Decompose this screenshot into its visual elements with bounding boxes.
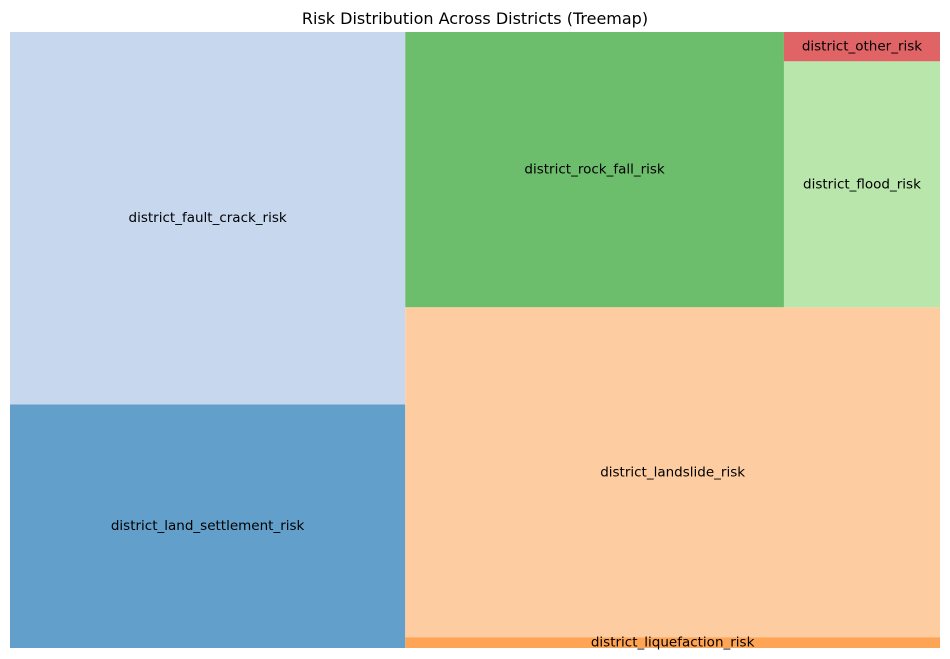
treemap-cells: district_fault_crack_risk district_land_s… — [10, 32, 940, 651]
treemap-label-district-fault-crack-risk: district_fault_crack_risk — [129, 210, 287, 226]
chart-title: Risk Distribution Across Districts (Tree… — [302, 9, 648, 28]
treemap-cell-district-other-risk — [783, 32, 940, 62]
treemap-label-district-land-settlement-risk: district_land_settlement_risk — [111, 518, 305, 534]
treemap-cell-district-rock-fall-risk — [405, 32, 784, 308]
treemap-label-district-flood-risk: district_flood_risk — [803, 176, 921, 192]
treemap-label-district-rock-fall-risk: district_rock_fall_risk — [524, 162, 665, 178]
treemap-cell-district-fault-crack-risk — [10, 32, 406, 405]
treemap-label-district-liquefaction-risk: district_liquefaction_risk — [591, 635, 755, 651]
treemap-cell-district-landslide-risk — [405, 307, 940, 638]
treemap-cell-district-flood-risk — [783, 61, 940, 308]
treemap-label-district-other-risk: district_other_risk — [802, 39, 922, 55]
treemap-label-district-landslide-risk: district_landslide_risk — [600, 464, 745, 480]
treemap-cell-district-land-settlement-risk — [10, 404, 406, 648]
treemap-cell-district-liquefaction-risk — [405, 637, 940, 648]
